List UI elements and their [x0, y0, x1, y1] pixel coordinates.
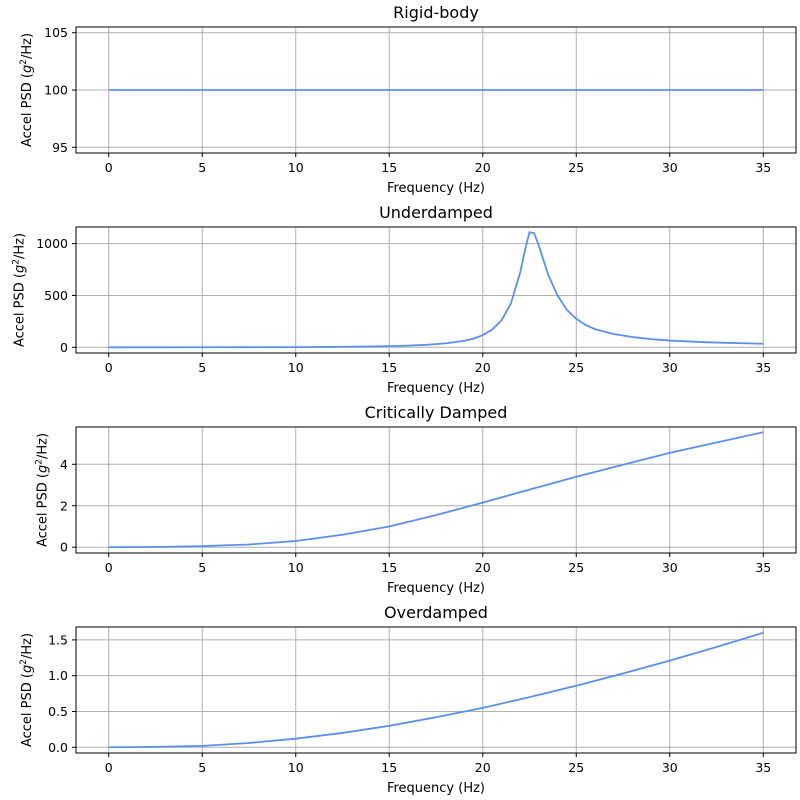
axes-frame: [75, 426, 797, 554]
x-tick-label: 30: [662, 360, 678, 375]
axes-frame: [75, 626, 797, 754]
y-tick-label: 100: [44, 83, 68, 98]
subplot-4: 0 5 10 15 20 25 30 35 0.0 0.5 1.0 1.5 Overdamped Freq…: [19, 603, 797, 796]
x-tick-label: 25: [568, 160, 584, 175]
x-tick-label: 15: [381, 360, 397, 375]
subplot-title: Rigid-body: [393, 3, 479, 22]
x-tick-label: 30: [662, 160, 678, 175]
x-tick-label: 0: [105, 760, 113, 775]
x-tick-label: 10: [288, 760, 304, 775]
subplot-1: 0 5 10 15 20 25 30 35 95 100 105 Rigid-body Frequenc…: [19, 3, 797, 196]
x-axis-label: Frequency (Hz): [387, 581, 485, 596]
x-tick-label: 20: [475, 360, 491, 375]
x-tick-label: 10: [288, 360, 304, 375]
y-tick-label: 0.0: [48, 740, 68, 755]
y-tick-label: 500: [44, 288, 68, 303]
x-tick-label: 35: [755, 560, 771, 575]
x-tick-label: 10: [288, 560, 304, 575]
subplot-title: Underdamped: [379, 203, 493, 222]
x-tick-label: 5: [198, 760, 206, 775]
x-tick-label: 35: [755, 160, 771, 175]
y-tick-label: 1.5: [48, 632, 68, 647]
subplot-title: Overdamped: [384, 603, 488, 622]
y-tick-label: 0: [60, 340, 68, 355]
x-tick-label: 5: [198, 160, 206, 175]
x-tick-label: 20: [475, 160, 491, 175]
x-tick-label: 30: [662, 560, 678, 575]
x-tick-label: 25: [568, 760, 584, 775]
x-tick-label: 15: [381, 760, 397, 775]
y-tick-label: 2: [60, 498, 68, 513]
y-tick-label: 1000: [36, 236, 68, 251]
x-axis-label: Frequency (Hz): [387, 381, 485, 396]
subplot-2: 0 5 10 15 20 25 30 35 0 500 1000 Underdamped Frequen…: [12, 203, 797, 396]
x-tick-label: 20: [475, 560, 491, 575]
y-tick-label: 0: [60, 540, 68, 555]
y-axis-label: Accel PSD (g2/Hz): [12, 233, 28, 347]
y-axis-label: Accel PSD (g2/Hz): [19, 33, 35, 147]
x-tick-label: 20: [475, 760, 491, 775]
x-tick-label: 35: [755, 360, 771, 375]
y-tick-label: 0.5: [48, 704, 68, 719]
x-tick-label: 5: [198, 360, 206, 375]
subplot-3: 0 5 10 15 20 25 30 35 0 2 4 Critically Damped Freque…: [34, 403, 797, 596]
x-tick-label: 15: [381, 160, 397, 175]
x-tick-label: 5: [198, 560, 206, 575]
y-tick-label: 1.0: [48, 668, 68, 683]
y-axis-label: Accel PSD (g2/Hz): [19, 633, 35, 747]
x-tick-label: 35: [755, 760, 771, 775]
axes-frame: [75, 226, 797, 354]
x-tick-label: 30: [662, 760, 678, 775]
x-tick-label: 15: [381, 560, 397, 575]
y-axis-label: Accel PSD (g2/Hz): [34, 433, 50, 547]
y-tick-label: 4: [60, 457, 68, 472]
series-line: [108, 431, 764, 549]
series-line: [108, 631, 764, 749]
x-axis-label: Frequency (Hz): [387, 181, 485, 196]
x-tick-label: 0: [105, 360, 113, 375]
x-tick-label: 0: [105, 160, 113, 175]
x-axis-label: Frequency (Hz): [387, 781, 485, 796]
x-tick-label: 25: [568, 560, 584, 575]
series-line: [108, 231, 764, 349]
y-tick-label: 95: [52, 140, 68, 155]
y-tick-label: 105: [44, 25, 68, 40]
x-tick-label: 25: [568, 360, 584, 375]
x-tick-label: 10: [288, 160, 304, 175]
x-tick-label: 0: [105, 560, 113, 575]
subplot-title: Critically Damped: [365, 403, 508, 422]
